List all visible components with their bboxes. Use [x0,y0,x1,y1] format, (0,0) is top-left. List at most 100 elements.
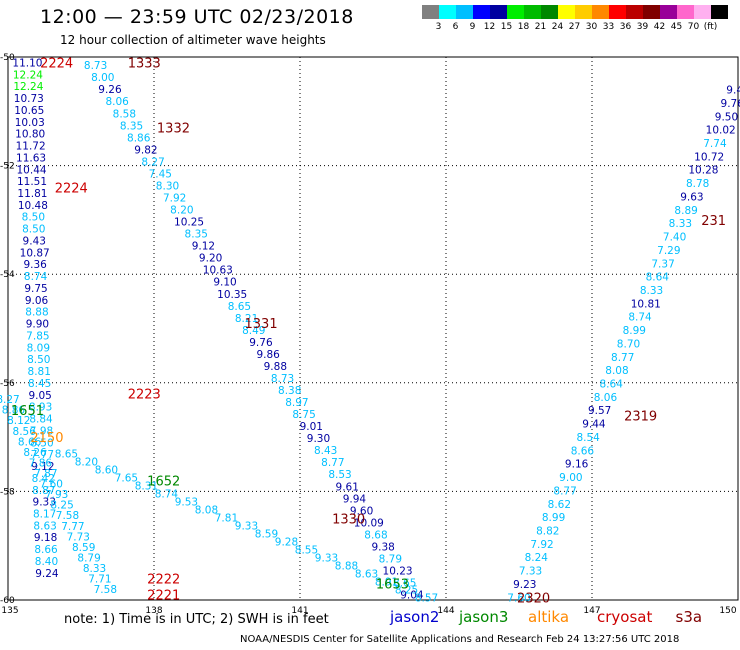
lon-tick-label: 135 [1,606,18,616]
wave-height-value: 7.65 [115,472,138,484]
wave-height-value: 9.06 [25,295,49,307]
legend-swatch [660,5,677,19]
wave-height-value: 8.33 [83,563,106,575]
wave-height-value: 10.81 [631,298,661,310]
footnote: note: 1) Time is in UTC; 2) SWH is in fe… [64,612,329,627]
wave-height-value: 8.31 [135,480,158,492]
legend-label: 36 [619,22,632,32]
lon-tick-label: 147 [583,606,600,616]
legend-label: 70 [687,22,700,32]
wave-height-value: 8.99 [623,325,646,337]
wave-height-value: 8.88 [25,307,48,319]
satellite-name: jason3 [459,608,509,626]
legend-label: 21 [534,22,547,32]
pass-time-label: 1333 [128,56,161,71]
wave-height-value: 10.35 [217,289,247,301]
wave-height-value: 8.35 [185,229,208,241]
wave-height-value: 8.97 [285,397,308,409]
wave-height-value: 7.58 [94,584,117,596]
wave-height-value: 8.43 [314,445,337,457]
wave-height-value: 10.80 [15,129,45,141]
legend-swatch [490,5,507,19]
wave-height-value: 7.29 [657,245,680,257]
wave-height-value: 8.08 [195,504,218,516]
wave-height-value: 10.73 [14,93,44,105]
wave-height-value: 8.88 [335,560,358,572]
wave-height-value: 9.33 [235,520,258,532]
legend-label: 45 [670,22,683,32]
wave-height-value: 10.02 [706,125,736,137]
wave-height-value: 9.75 [24,283,47,295]
wave-height-value: 9.18 [34,532,57,544]
wave-height-value: 9.90 [26,319,49,331]
legend-swatch [456,5,473,19]
wave-height-value: 8.66 [34,544,58,556]
wave-height-value: 8.59 [255,528,278,540]
wave-height-value: 9.50 [715,111,738,123]
wave-height-value: 9.53 [175,496,198,508]
wave-height-value: 10.44 [17,164,47,176]
wave-height-value: 8.68 [364,529,387,541]
wave-height-value: 8.57 [415,592,438,604]
satellite-name: altika [528,608,570,626]
wave-height-value: 8.70 [617,338,640,350]
wave-height-value: 8.65 [228,301,251,313]
pass-time-label: 1652 [147,475,180,490]
wave-height-value: 9.12 [192,241,215,253]
wave-height-value: 8.77 [611,352,634,364]
wave-height-value: 9.76 [721,98,740,110]
pass-time-label: 2319 [624,409,657,424]
wave-height-value: 9.23 [513,579,536,591]
wave-height-value: 8.65 [393,578,416,590]
lat-tick-label: -58 [0,487,15,497]
wave-height-value: 8.53 [328,469,351,481]
wave-height-value: 8.79 [77,552,100,564]
pass-time-label: 2223 [128,388,161,403]
pass-time-label: 1330 [332,513,365,528]
wave-height-value: 8.06 [594,392,618,404]
wave-height-value: 8.58 [113,108,136,120]
legend-swatch [626,5,643,19]
wave-height-value: 7.77 [31,449,54,461]
pass-time-label: 231 [701,214,726,229]
wave-height-value: 9.33 [33,497,56,509]
wave-height-value: 8.84 [29,414,53,426]
wave-height-value: 8.30 [156,180,179,192]
wave-height-value: 8.54 [576,432,600,444]
wave-height-value: 8.20 [170,205,193,217]
wave-height-value: 7.73 [67,531,90,543]
wave-height-value: 8.45 [28,378,51,390]
wave-height-value: 8.64 [600,379,624,391]
lat-tick-label: -60 [0,596,15,606]
wave-height-value: 8.91 [375,576,398,588]
wave-height-value: 8.27 [0,394,20,406]
lat-tick-label: -56 [0,379,15,389]
wave-height-value: 8.65 [55,448,78,460]
legend-swatch [541,5,558,19]
wave-height-value: 10.63 [203,265,233,277]
wave-height-value: 9.63 [680,191,703,203]
lat-tick-label: -50 [0,53,15,63]
satellite-name: jason2 [390,608,440,626]
pass-time-label: 2224 [55,181,88,196]
wave-height-value: 7.71 [88,574,111,586]
wave-height-value: 10.48 [18,200,48,212]
wave-height-value: 11.72 [16,141,46,153]
wave-height-value: 8.63 [33,520,56,532]
wave-height-value: 8.86 [127,132,151,144]
wave-height-value: 10.87 [20,247,50,259]
legend-swatch [507,5,524,19]
legend-swatch [677,5,694,19]
legend-label: 15 [500,22,513,32]
wave-height-value: 8.09 [27,342,50,354]
wave-height-value: 8.33 [640,285,663,297]
legend-swatch [524,5,541,19]
wave-height-value: 8.26 [23,447,47,459]
credit-line: NOAA/NESDIS Center for Satellite Applica… [240,634,680,645]
wave-height-value: 8.66 [18,436,42,448]
wave-height-value: 8.77 [321,457,344,469]
wave-height-value: 8.74 [24,271,48,283]
wave-height-value: 8.89 [674,205,697,217]
lat-tick-label: -54 [0,270,15,280]
